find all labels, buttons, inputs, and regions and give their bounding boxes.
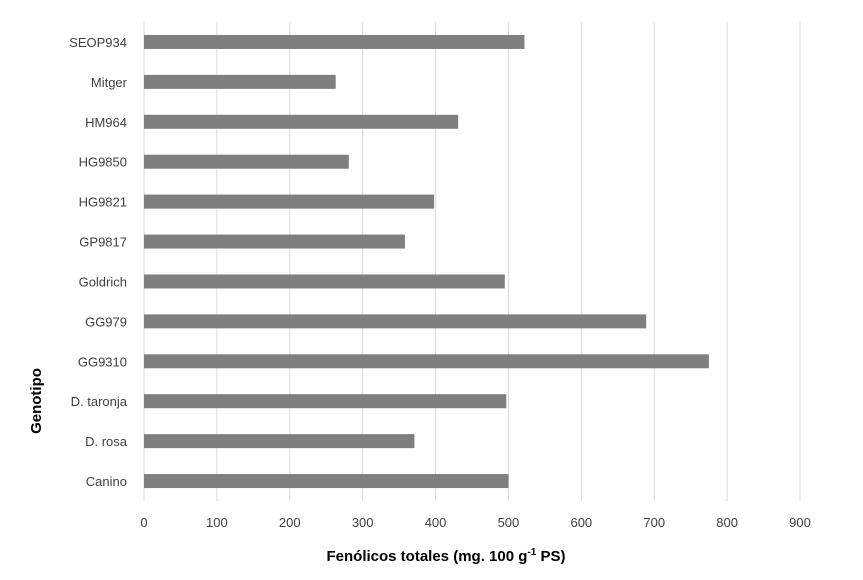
bar-d-taronja (144, 394, 507, 409)
x-tick-label: 900 (789, 515, 811, 530)
bar-seop934 (144, 34, 525, 49)
category-label: GG979 (85, 314, 127, 329)
bar-gp9817 (144, 234, 405, 249)
category-label: GG9310 (78, 354, 127, 369)
x-tick-label: 600 (570, 515, 592, 530)
category-label: Goldrich (79, 274, 127, 289)
bar-gg9310 (144, 354, 709, 369)
x-tick-label: 0 (140, 515, 147, 530)
bar-d-rosa (144, 434, 415, 449)
bar-gg979 (144, 314, 647, 329)
category-label: SEOP934 (69, 35, 127, 50)
category-label: HG9850 (79, 155, 127, 170)
category-label: HM964 (85, 115, 127, 130)
x-tick-label: 100 (206, 515, 228, 530)
category-label: D. rosa (85, 434, 128, 449)
category-label: Mitger (91, 75, 128, 90)
category-label: Canino (86, 474, 127, 489)
bars (144, 34, 709, 489)
x-tick-label: 400 (425, 515, 447, 530)
x-tick-label: 200 (279, 515, 301, 530)
bar-mitger (144, 74, 336, 89)
y-axis-title: Genotipo (28, 368, 45, 434)
x-axis-title: Fenólicos totales (mg. 100 g-1 PS) (327, 547, 566, 565)
category-label: D. taronja (71, 394, 128, 409)
category-label: HG9821 (79, 195, 127, 210)
category-label: GP9817 (79, 235, 127, 250)
x-tick-labels: 0 100 200 300 400 500 600 700 800 900 (140, 515, 810, 530)
x-tick-label: 500 (498, 515, 520, 530)
gridlines (143, 22, 801, 501)
x-tick-label: 700 (643, 515, 665, 530)
bar-hg9821 (144, 194, 435, 209)
bar-hg9850 (144, 154, 349, 169)
category-labels: SEOP934 Mitger HM964 HG9850 HG9821 GP9817 Gold… (69, 35, 128, 489)
x-tick-label: 300 (352, 515, 374, 530)
bar-hm964 (144, 114, 459, 129)
x-tick-label: 800 (716, 515, 738, 530)
bar-goldrich (144, 274, 505, 289)
bar-canino (144, 474, 509, 489)
